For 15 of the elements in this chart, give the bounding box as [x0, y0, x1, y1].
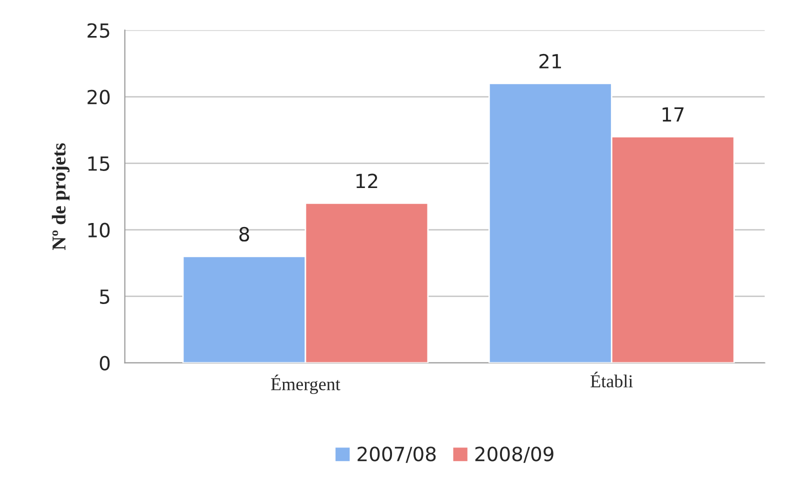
legend-label: 2008/09 — [475, 446, 554, 463]
data-label: 21 — [539, 54, 561, 68]
y-tick-label: 5 — [100, 290, 110, 304]
legend-label: 2007/08 — [358, 446, 436, 463]
y-tick-label: 0 — [100, 356, 110, 371]
y-tick-label: 15 — [88, 156, 110, 171]
y-axis-title: Nº de projets — [52, 143, 70, 250]
x-tick-label: Émergent — [271, 374, 340, 394]
data-label: 8 — [239, 226, 250, 242]
data-label: 12 — [356, 174, 378, 188]
x-tick-label: Établi — [590, 372, 633, 388]
y-tick-label: 20 — [88, 90, 110, 104]
data-label: 17 — [662, 107, 684, 122]
y-tick-label: 25 — [88, 23, 110, 38]
y-tick-label: 10 — [88, 222, 110, 238]
